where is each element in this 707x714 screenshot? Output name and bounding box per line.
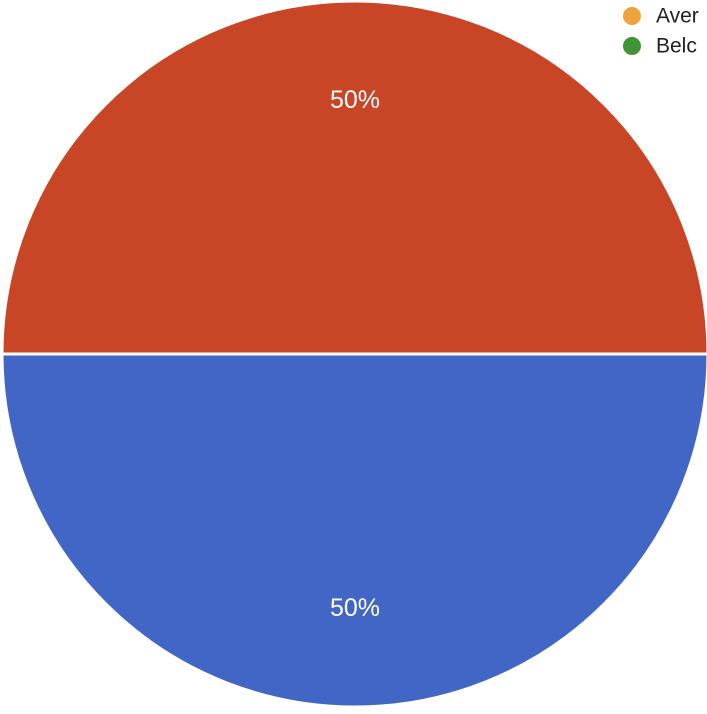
legend: Aver Belc [623,5,699,58]
legend-marker-0 [623,7,641,25]
legend-label-1: Belc [656,35,697,58]
legend-label-0: Aver [656,5,699,28]
legend-marker-1 [623,37,641,55]
pie-slice-0 [0,0,707,356]
pie-slice-label-0: 50% [330,86,380,114]
pie-slice-1 [0,352,707,709]
pie-slice-label-1: 50% [330,594,380,622]
pie-slice-labels: 50% 50% [330,86,380,622]
